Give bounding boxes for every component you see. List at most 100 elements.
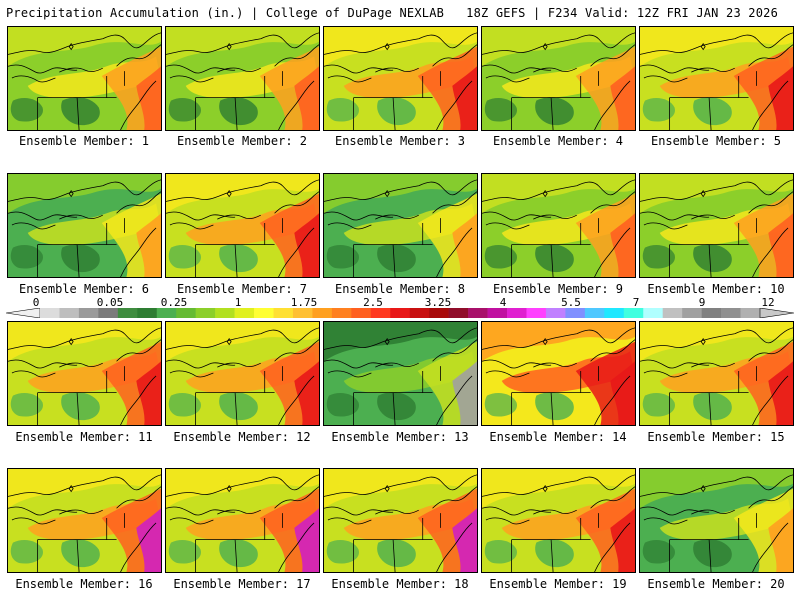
colorbar-swatch: [526, 308, 547, 318]
member-map-10: [639, 173, 794, 278]
member-label: Ensemble Member: 16: [15, 577, 153, 591]
colorbar-swatch: [468, 308, 488, 318]
colorbar-swatch: [156, 308, 177, 318]
precip-field: [8, 174, 161, 277]
colorbar-swatch: [312, 308, 333, 318]
colorbar-swatch: [234, 308, 255, 318]
precip-field: [482, 27, 635, 130]
colorbar-swatch: [78, 308, 99, 318]
member-label: Ensemble Member: 17: [173, 577, 311, 591]
precip-field: [482, 174, 635, 277]
colorbar-tick-label: 1.75: [290, 296, 318, 309]
precip-field: [324, 174, 477, 277]
precip-field: [640, 322, 793, 425]
member-label: Ensemble Member: 20: [647, 577, 785, 591]
precip-field: [640, 174, 793, 277]
member-map-8: [323, 173, 478, 278]
precip-field: [8, 27, 161, 130]
colorbar-swatch: [40, 308, 60, 318]
precip-field: [482, 469, 635, 572]
member-map-19: [481, 468, 636, 573]
colorbar-swatch: [331, 308, 352, 318]
colorbar-tick-label: 0.25: [160, 296, 188, 309]
colorbar-swatch: [59, 308, 80, 318]
member-label: Ensemble Member: 8: [334, 282, 466, 296]
member-map-12: [165, 321, 320, 426]
colorbar-right-arrow: [759, 308, 794, 318]
colorbar-swatch: [448, 308, 469, 318]
precip-colorbar: 0 0.05 0.25 1 1.75 2.5 3.25 4 5.5 7 9 12: [6, 296, 794, 320]
colorbar-swatch: [429, 308, 449, 318]
colorbar-swatch: [545, 308, 566, 318]
colorbar-tick-label: 7: [632, 296, 640, 309]
member-label: Ensemble Member: 15: [647, 430, 785, 444]
member-map-9: [481, 173, 636, 278]
colorbar-swatch: [195, 308, 216, 318]
member-map-5: [639, 26, 794, 131]
colorbar-swatch: [662, 308, 683, 318]
colorbar-swatch: [701, 308, 722, 318]
member-label: Ensemble Member: 3: [334, 134, 466, 148]
member-label: Ensemble Member: 1: [18, 134, 150, 148]
member-label: Ensemble Member: 18: [331, 577, 469, 591]
member-label: Ensemble Member: 10: [647, 282, 785, 296]
precip-field: [8, 322, 161, 425]
member-label: Ensemble Member: 11: [15, 430, 153, 444]
colorbar-swatch: [682, 308, 702, 318]
member-map-16: [7, 468, 162, 573]
member-label: Ensemble Member: 4: [492, 134, 624, 148]
member-map-6: [7, 173, 162, 278]
member-map-20: [639, 468, 794, 573]
colorbar-tick-label: 1: [234, 296, 242, 309]
member-map-11: [7, 321, 162, 426]
colorbar-tick-label: 5.5: [561, 296, 581, 309]
member-label: Ensemble Member: 13: [331, 430, 469, 444]
member-label: Ensemble Member: 7: [176, 282, 308, 296]
precip-field: [166, 174, 319, 277]
colorbar-left-arrow: [6, 308, 41, 318]
colorbar-swatch: [721, 308, 741, 318]
member-map-13: [323, 321, 478, 426]
member-map-2: [165, 26, 320, 131]
member-map-15: [639, 321, 794, 426]
colorbar-swatch: [409, 308, 430, 318]
colorbar-swatch: [292, 308, 313, 318]
colorbar-swatch: [565, 308, 586, 318]
run-valid-time: 18Z GEFS | F234 Valid: 12Z FRI JAN 23 20…: [466, 6, 778, 20]
precip-field: [324, 322, 477, 425]
member-label: Ensemble Member: 12: [173, 430, 311, 444]
map-title: Precipitation Accumulation (in.) | Colle…: [6, 6, 445, 20]
colorbar-tick-label: 2.5: [363, 296, 383, 309]
colorbar-swatch: [176, 308, 196, 318]
colorbar-swatch: [604, 308, 625, 318]
colorbar-strip: [6, 308, 794, 318]
colorbar-tick-label: 3.25: [424, 296, 452, 309]
member-label: Ensemble Member: 6: [18, 282, 150, 296]
precip-field: [324, 27, 477, 130]
colorbar-swatch: [487, 308, 508, 318]
precip-field: [166, 27, 319, 130]
member-map-1: [7, 26, 162, 131]
colorbar-swatch: [623, 308, 644, 318]
colorbar-swatch: [740, 308, 761, 318]
member-map-3: [323, 26, 478, 131]
precip-field: [324, 469, 477, 572]
member-label: Ensemble Member: 9: [492, 282, 624, 296]
colorbar-tick-label: 0.05: [96, 296, 124, 309]
colorbar-swatch: [507, 308, 527, 318]
colorbar-swatch: [98, 308, 119, 318]
precip-field: [166, 322, 319, 425]
member-map-14: [481, 321, 636, 426]
colorbar-swatch: [137, 308, 158, 318]
colorbar-tick-label: 12: [761, 296, 775, 309]
precip-field: [482, 322, 635, 425]
precip-field: [166, 469, 319, 572]
colorbar-swatch: [117, 308, 138, 318]
member-label: Ensemble Member: 19: [489, 577, 627, 591]
member-label: Ensemble Member: 14: [489, 430, 627, 444]
colorbar-swatch: [643, 308, 664, 318]
colorbar-swatch: [584, 308, 605, 318]
member-map-4: [481, 26, 636, 131]
colorbar-swatch: [215, 308, 235, 318]
colorbar-swatch: [370, 308, 391, 318]
